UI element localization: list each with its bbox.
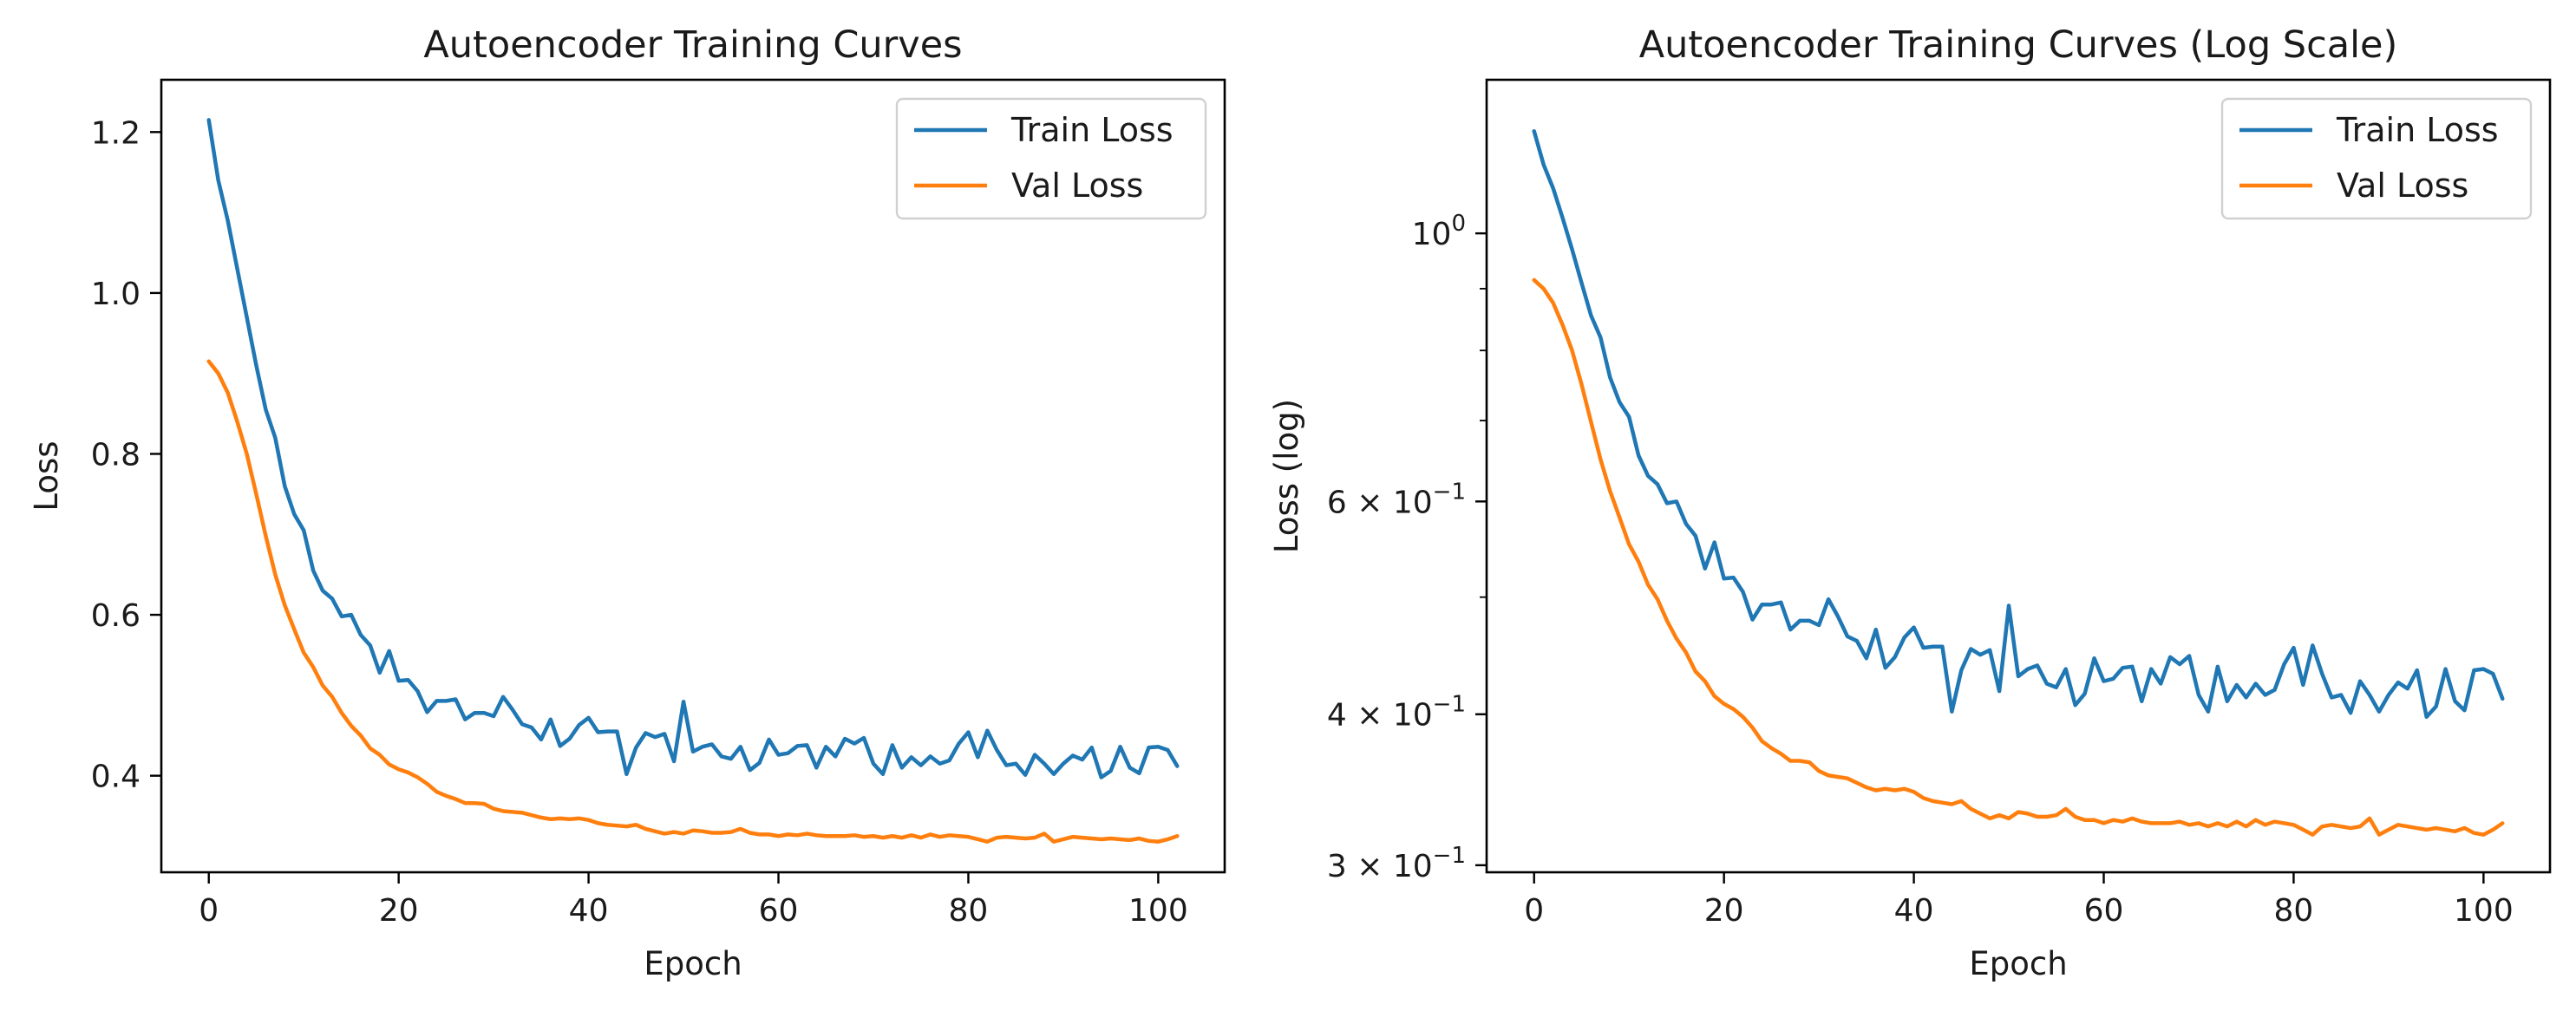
y-tick-label: 1.0 [91,277,141,312]
y-tick-exponent: −1 [1433,843,1466,869]
legend: Train Loss Val Loss [2220,97,2533,220]
y-axis-label: Loss [28,440,65,511]
x-tick-label: 60 [2084,893,2124,929]
series-line-train-loss [206,118,1180,779]
y-tick-label: 0.6 [91,598,141,634]
y-tick-label: 4 × 10−1 [1327,692,1466,734]
x-tick-label: 100 [1128,893,1188,929]
x-tick-label: 20 [379,893,419,929]
y-tick-exponent: −1 [1433,479,1466,505]
plot-frame [160,78,1226,874]
legend-label-val-loss: Val Loss [1011,166,1143,205]
x-tick-label: 20 [1704,893,1744,929]
y-axis-label: Loss (log) [1268,399,1305,553]
y-tick-base: 10 [1393,698,1433,734]
legend-label-train-loss: Train Loss [2336,111,2499,149]
legend: Train Loss Val Loss [895,97,1207,220]
chart-title: Autoencoder Training Curves (Log Scale) [1639,23,2398,67]
y-tick-mantissa: 3 × [1327,849,1393,884]
x-tick-label: 80 [949,893,989,929]
legend-label-train-loss: Train Loss [1010,111,1174,149]
x-tick-label: 40 [1894,893,1934,929]
series-line-val-loss [206,359,1180,844]
y-tick-label: 1.2 [91,115,141,151]
series-line-train-loss [1532,129,2505,720]
x-tick-label: 100 [2454,893,2514,929]
x-tick-label: 0 [1524,893,1544,929]
x-axis-label: Epoch [1969,945,2067,982]
legend-label-val-loss: Val Loss [2337,166,2468,205]
y-tick-base: 10 [1412,217,1452,252]
y-tick-label: 3 × 10−1 [1327,843,1466,884]
x-tick-label: 80 [2274,893,2314,929]
x-axis-label: Epoch [644,945,742,982]
x-tick-label: 0 [199,893,219,929]
y-tick-exponent: 0 [1451,211,1466,237]
y-tick-base: 10 [1393,849,1433,884]
y-tick-mantissa: 4 × [1327,698,1393,734]
series-line-val-loss [1532,277,2505,837]
y-tick-mantissa: 6 × [1327,485,1393,520]
y-tick-label: 6 × 10−1 [1327,479,1466,520]
y-tick-label: 100 [1412,211,1466,252]
y-tick-base: 10 [1393,485,1433,520]
y-tick-label: 0.4 [91,760,141,795]
plot-frame [1485,78,2552,874]
y-tick-label: 0.8 [91,437,141,473]
y-tick-exponent: −1 [1433,692,1466,718]
x-tick-label: 40 [569,893,609,929]
x-tick-label: 60 [759,893,799,929]
chart-title: Autoencoder Training Curves [423,23,962,67]
chart-linear: 0 20 40 60 80 100 0.4 0.6 0.8 1.0 1.2 Autoencoder T… [28,23,1226,982]
